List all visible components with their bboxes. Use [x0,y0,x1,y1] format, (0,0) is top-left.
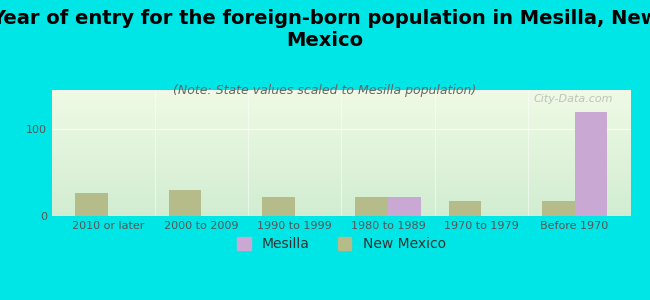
Bar [356,197,388,216]
Bar [388,197,421,216]
Bar [575,112,607,216]
Text: Year of entry for the foreign-born population in Mesilla, New
Mexico: Year of entry for the foreign-born popul… [0,9,650,50]
Bar [168,190,202,216]
Bar [448,201,481,216]
Bar [75,193,108,216]
Bar [542,201,575,216]
Bar [388,197,421,216]
Text: (Note: State values scaled to Mesilla population): (Note: State values scaled to Mesilla po… [174,84,476,97]
Bar [262,197,294,216]
Bar [75,193,108,216]
Bar [262,197,294,216]
Bar [448,201,481,216]
Bar [542,201,575,216]
Legend: Mesilla, New Mexico: Mesilla, New Mexico [231,232,451,257]
Bar [575,112,607,216]
Bar [356,197,388,216]
Bar [168,190,202,216]
Text: City-Data.com: City-Data.com [534,94,613,104]
